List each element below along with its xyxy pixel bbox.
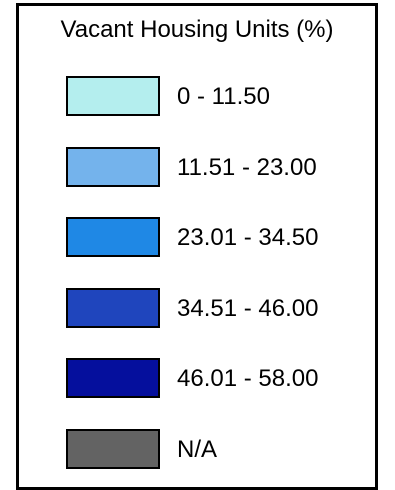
legend-item-2: 23.01 - 34.50	[66, 217, 366, 261]
legend-swatch-5	[66, 429, 160, 469]
legend-label-5: N/A	[177, 436, 218, 463]
legend-label-0: 0 - 11.50	[177, 83, 270, 110]
legend-label-4: 46.01 - 58.00	[177, 365, 319, 392]
legend-item-4: 46.01 - 58.00	[66, 358, 366, 402]
legend-swatch-2	[66, 217, 160, 257]
legend-swatch-1	[66, 147, 160, 187]
legend-item-3: 34.51 - 46.00	[66, 288, 366, 332]
legend-title: Vacant Housing Units (%)	[60, 16, 334, 43]
legend-item-5: N/A	[66, 429, 366, 473]
map-legend: Vacant Housing Units (%) 0 - 11.50 11.51…	[16, 3, 378, 490]
legend-label-1: 11.51 - 23.00	[177, 154, 317, 181]
legend-label-3: 34.51 - 46.00	[177, 295, 319, 322]
legend-swatch-3	[66, 288, 160, 328]
legend-swatch-0	[66, 76, 160, 116]
legend-label-2: 23.01 - 34.50	[177, 224, 319, 251]
legend-item-1: 11.51 - 23.00	[66, 147, 366, 191]
legend-swatch-4	[66, 358, 160, 398]
legend-item-0: 0 - 11.50	[66, 76, 366, 120]
